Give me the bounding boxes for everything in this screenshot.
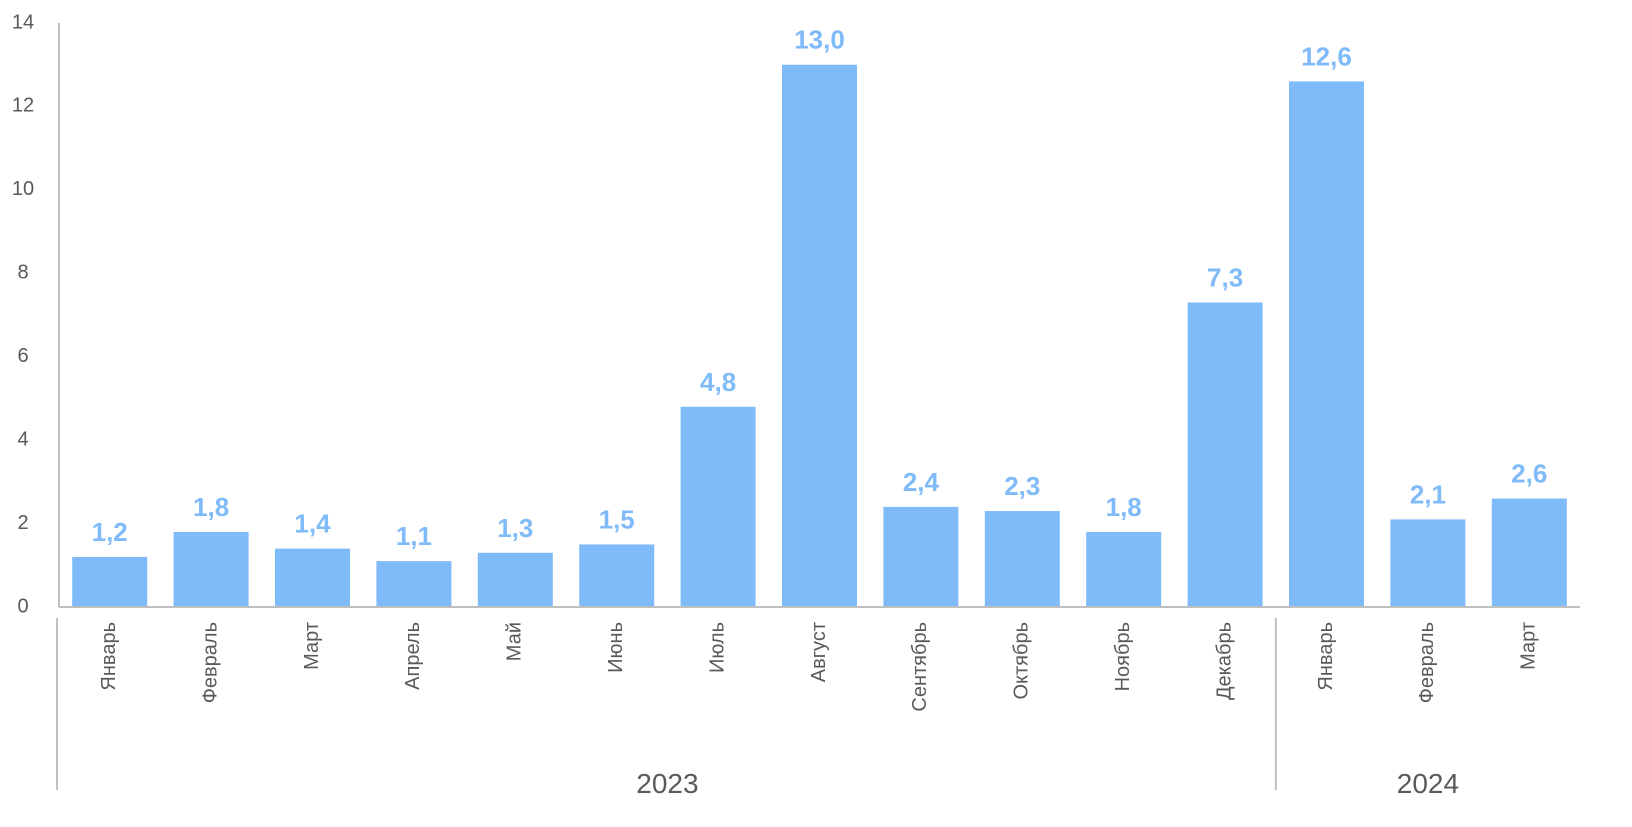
bar [1187,302,1263,607]
data-label: 2,4 [903,467,940,497]
y-axis: 0 2 4 6 8 10 12 14 [12,11,60,617]
bar [376,561,452,607]
y-tick-label: 14 [12,11,34,33]
bar [883,506,959,607]
category-label: Сентябрь [909,622,931,712]
data-label: 1,4 [294,509,331,539]
data-label: 1,8 [1106,492,1142,522]
y-tick-label: 4 [17,428,28,450]
category-label: Декабрь [1213,622,1235,700]
data-label: 4,8 [700,367,736,397]
y-tick-label: 10 [12,178,34,200]
category-label: Март [301,622,323,670]
category-label: Апрель [402,622,424,690]
bar [782,64,857,607]
data-label: 2,3 [1004,471,1040,501]
category-label: Ноябрь [1112,622,1134,691]
bar [275,548,350,607]
bar [1390,519,1466,607]
bar [984,511,1060,607]
category-label: Июль [706,622,728,673]
data-label: 13,0 [794,25,845,55]
bar [1289,81,1364,607]
y-tick-label: 6 [17,345,28,367]
data-label: 1,1 [396,521,432,551]
x-axis: Январь Февраль Март Апрель Май Июнь Июль Август… [56,606,1580,799]
category-label: Февраль [1416,622,1438,703]
y-tick-label: 12 [12,95,34,117]
bar [477,552,553,607]
year-group-label: 2024 [1397,768,1459,799]
category-label: Январь [98,622,120,691]
category-label: Март [1518,622,1540,670]
category-label: Февраль [199,622,221,703]
data-label: 2,1 [1410,479,1446,509]
bar [1491,498,1567,607]
data-label: 1,2 [92,517,128,547]
category-label: Август [808,622,830,682]
y-tick-label: 0 [17,595,28,617]
category-label: Октябрь [1011,622,1033,700]
bar [1086,531,1162,607]
data-label: 12,6 [1301,41,1352,71]
year-group-label: 2023 [636,768,698,799]
data-label: 2,6 [1511,459,1547,489]
category-label: Май [504,622,526,661]
bars: 1,2 1,8 1,4 1,1 1,3 1,5 4,8 13,0 2,4 2,3 1,8 7,3 12,… [72,25,1567,607]
data-label: 1,3 [497,513,533,543]
data-label: 1,5 [599,504,635,534]
category-label: Январь [1315,622,1337,691]
bar [72,556,148,607]
bar [680,406,756,607]
bar [173,531,249,607]
y-tick-label: 8 [17,262,28,284]
bar [579,544,655,607]
category-label: Июнь [605,622,627,673]
y-tick-label: 2 [17,512,28,534]
data-label: 7,3 [1207,262,1243,292]
data-label: 1,8 [193,492,229,522]
